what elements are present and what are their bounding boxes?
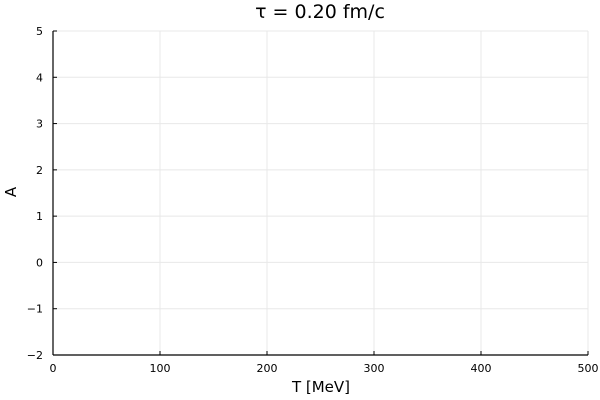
axes	[52, 31, 588, 356]
y-tick-label: 4	[36, 71, 43, 84]
x-tick-label: 500	[578, 362, 599, 375]
grid	[52, 30, 589, 356]
y-tick-label: 1	[36, 210, 43, 223]
x-tick-label: 0	[50, 362, 57, 375]
x-tick-label: 200	[257, 362, 278, 375]
x-tick-label: 400	[471, 362, 492, 375]
x-tick-label: 300	[364, 362, 385, 375]
y-tick-label: 5	[36, 25, 43, 38]
y-axis-label: A	[2, 186, 20, 197]
x-tick-label: 100	[150, 362, 171, 375]
y-tick-label: 3	[36, 118, 43, 131]
y-tick-label: 0	[36, 256, 43, 269]
y-tick-label: 2	[36, 164, 43, 177]
y-tick-label: −1	[27, 303, 43, 316]
ticks: 0 100 200 300 400 500 −2 −1 0 1 2 3 4 5	[27, 25, 599, 375]
chart-title: τ = 0.20 fm/c	[255, 1, 385, 23]
x-axis-label: T [MeV]	[291, 378, 350, 396]
y-tick-label: −2	[27, 349, 43, 362]
